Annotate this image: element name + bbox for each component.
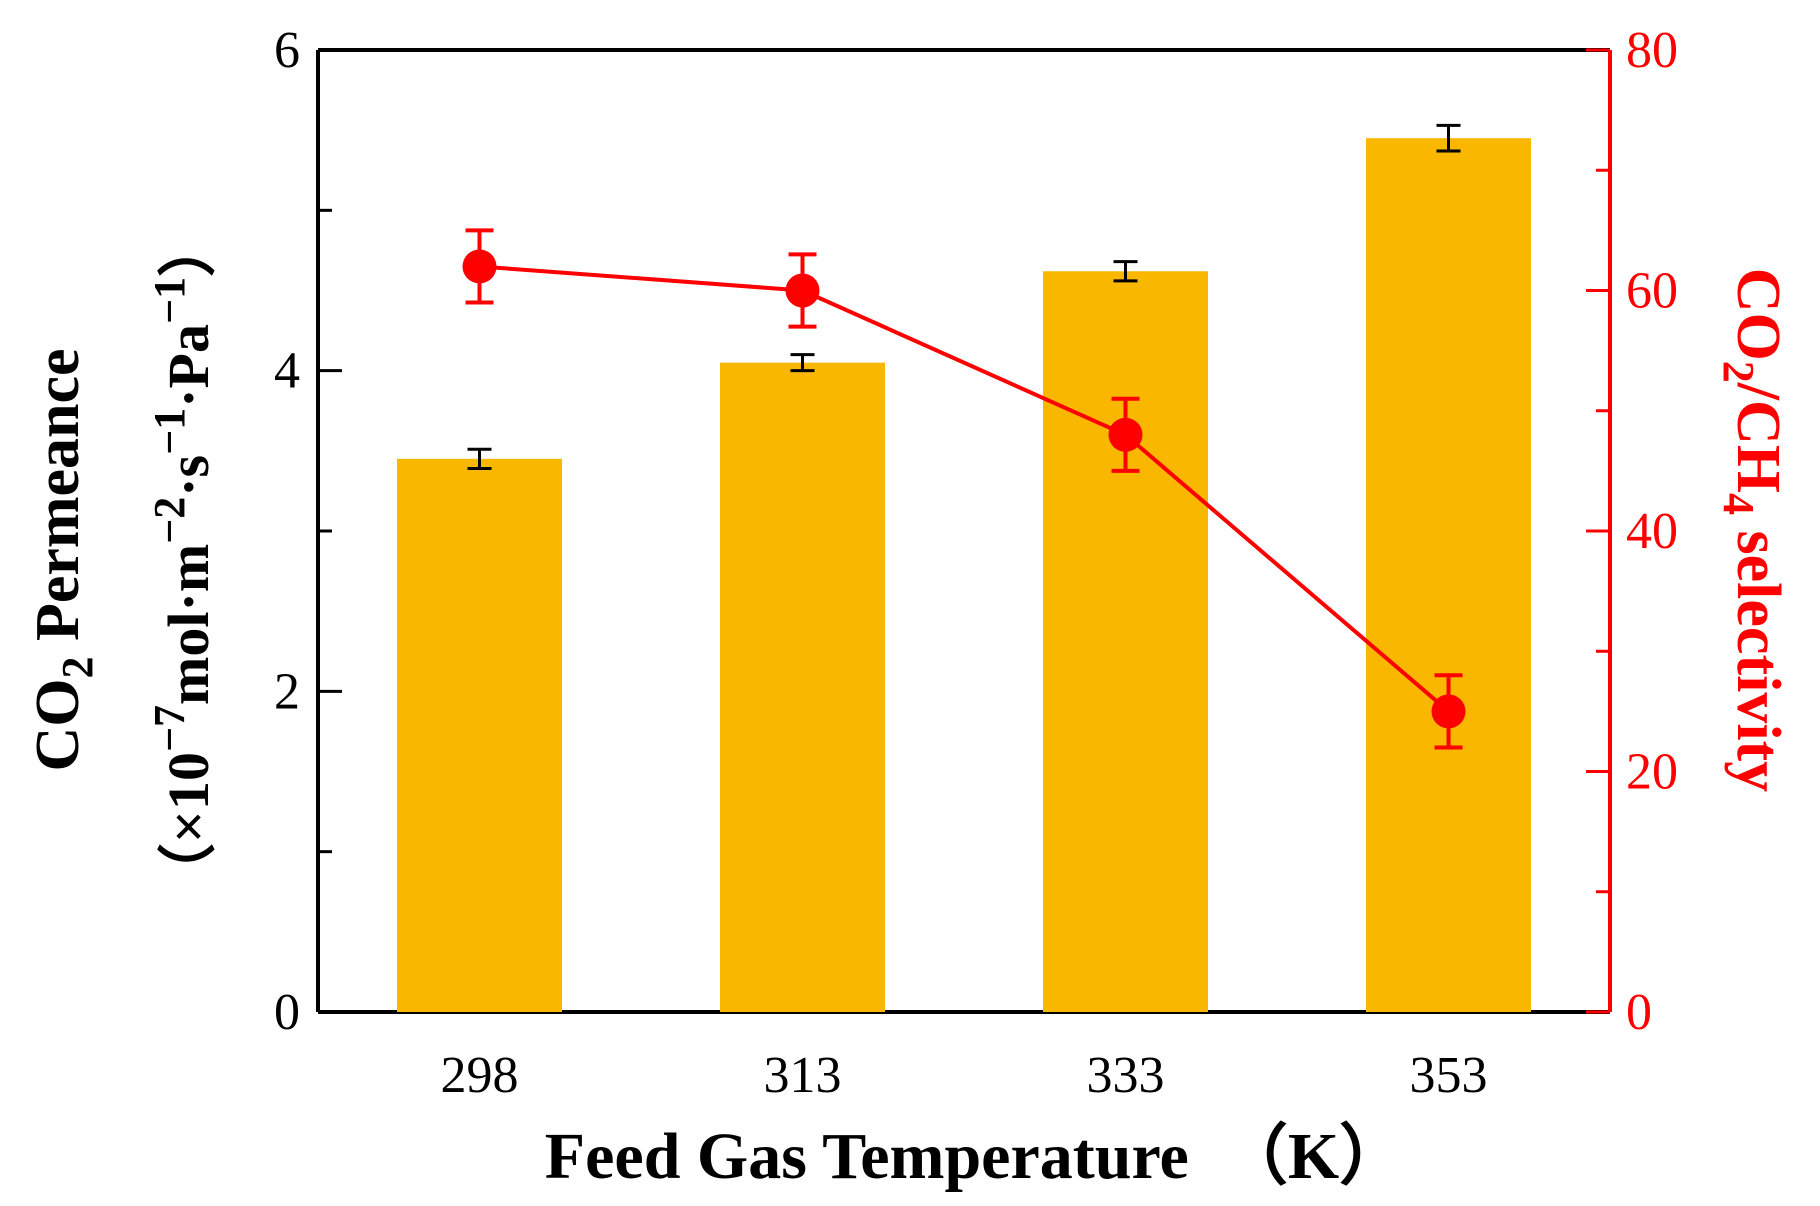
right-tick-label-40: 40 bbox=[1626, 503, 1678, 560]
x-axis-title: Feed Gas Temperature （K） bbox=[545, 1119, 1405, 1193]
y-title-close: ） bbox=[156, 219, 221, 277]
y-axis-title: CO2 Permeance （×10−7mol·m−2·s−1·Pa−1） bbox=[24, 219, 221, 901]
x-axis: 298 313 333 353 bbox=[441, 1047, 1488, 1104]
left-y-axis: 0 2 4 6 bbox=[274, 22, 342, 1041]
selectivity-point-298 bbox=[462, 249, 497, 284]
x-tick-label-353: 353 bbox=[1410, 1047, 1488, 1104]
selectivity-line bbox=[479, 264, 1450, 713]
selectivity-point-333 bbox=[1108, 417, 1143, 452]
y2-title-ch: /CH bbox=[1724, 382, 1792, 493]
left-tick-label-0: 0 bbox=[274, 984, 300, 1041]
left-tick-label-4: 4 bbox=[274, 343, 300, 400]
bar-353 bbox=[1366, 138, 1531, 1012]
right-tick-label-60: 60 bbox=[1626, 263, 1678, 320]
x-tick-label-313: 313 bbox=[764, 1047, 842, 1104]
y-title-pa: ·Pa bbox=[156, 324, 221, 408]
right-tick-label-0: 0 bbox=[1626, 984, 1652, 1041]
right-y-axis: 0 20 40 60 80 bbox=[1586, 22, 1678, 1041]
selectivity-point-313 bbox=[785, 273, 820, 308]
y-title-co-sub: 2 bbox=[53, 657, 102, 679]
selectivity-point-353 bbox=[1431, 694, 1466, 729]
x-tick-label-298: 298 bbox=[441, 1047, 519, 1104]
selectivity-line-layer bbox=[462, 228, 1466, 750]
y2-title-sub4: 4 bbox=[1714, 493, 1763, 515]
y2-title-sub2: 2 bbox=[1714, 361, 1763, 383]
y-title-open: （×10 bbox=[156, 752, 221, 901]
bars-layer bbox=[397, 138, 1531, 1013]
svg-text:CO2/CH4 selectivity: CO2/CH4 selectivity bbox=[1714, 268, 1792, 792]
bar-333 bbox=[1043, 271, 1208, 1012]
y-title-s: ·s bbox=[156, 455, 221, 497]
y-title-exp1a: −1 bbox=[145, 408, 194, 455]
left-tick-label-6: 6 bbox=[274, 22, 300, 79]
svg-text:CO2 Permeance: CO2 Permeance bbox=[24, 348, 102, 771]
left-tick-label-2: 2 bbox=[274, 663, 300, 720]
y-title-co: CO bbox=[24, 679, 92, 772]
y-title-permeance: Permeance bbox=[24, 348, 92, 656]
bar-313 bbox=[720, 362, 885, 1012]
y-title-exp2: −2 bbox=[145, 497, 194, 544]
bar-errorbars-layer bbox=[467, 123, 1461, 470]
y-title-exp7: −7 bbox=[145, 705, 194, 752]
y-title-mol-m: mol·m bbox=[156, 544, 221, 705]
y-title-exp1b: −1 bbox=[145, 277, 194, 324]
y2-axis-title: CO2/CH4 selectivity bbox=[1714, 268, 1792, 792]
y2-title-co: CO bbox=[1724, 268, 1792, 361]
y2-title-selectivity: selectivity bbox=[1724, 515, 1792, 792]
bar-298 bbox=[397, 458, 562, 1013]
x-tick-label-333: 333 bbox=[1087, 1047, 1165, 1104]
right-tick-label-80: 80 bbox=[1626, 22, 1678, 79]
svg-text:（×10−7mol·m−2·s−1·Pa−1）: （×10−7mol·m−2·s−1·Pa−1） bbox=[145, 219, 221, 901]
right-tick-label-20: 20 bbox=[1626, 744, 1678, 801]
